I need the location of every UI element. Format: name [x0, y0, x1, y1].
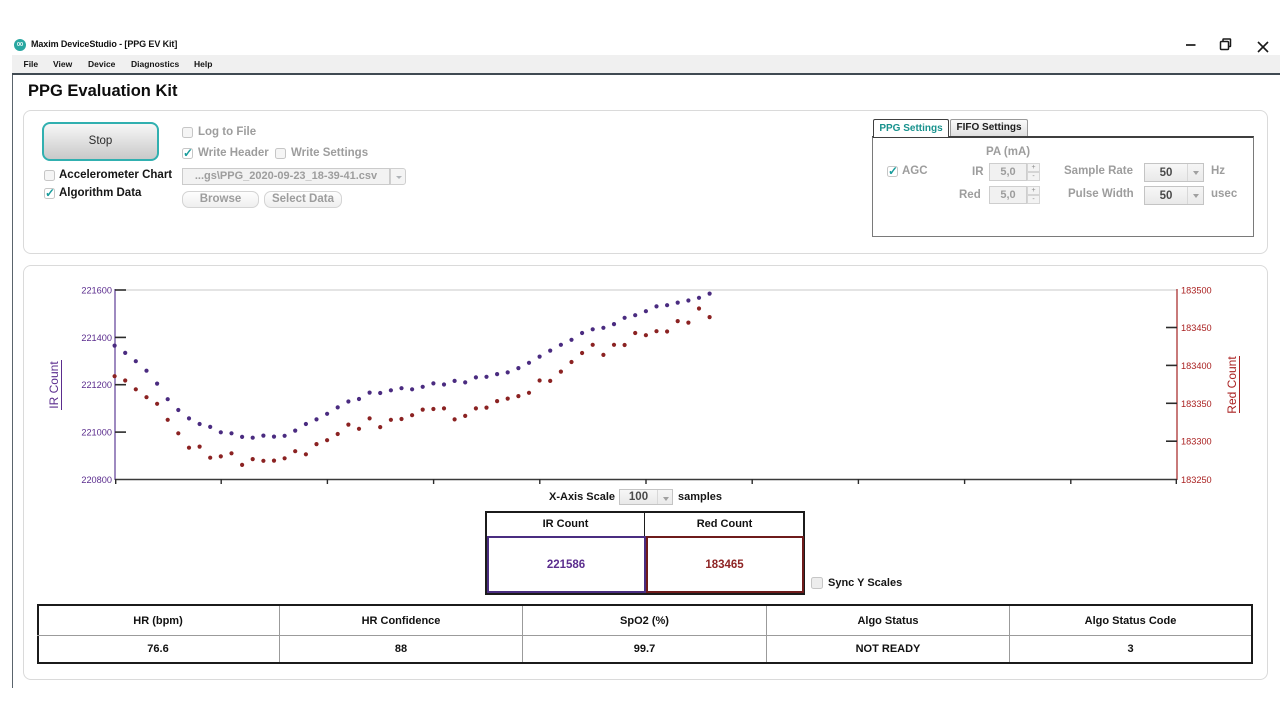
svg-text:221400: 221400	[81, 333, 112, 343]
svg-text:221200: 221200	[81, 380, 112, 390]
svg-text:183350: 183350	[1181, 399, 1212, 409]
svg-text:183250: 183250	[1181, 475, 1212, 485]
svg-text:Red Count: Red Count	[1225, 356, 1239, 414]
svg-text:221000: 221000	[81, 428, 112, 438]
svg-text:221600: 221600	[81, 286, 112, 296]
svg-text:183400: 183400	[1181, 361, 1212, 371]
svg-text:220800: 220800	[81, 475, 112, 485]
svg-text:IR Count: IR Count	[47, 361, 61, 409]
svg-text:183500: 183500	[1181, 286, 1212, 296]
svg-text:183450: 183450	[1181, 323, 1212, 333]
svg-text:183300: 183300	[1181, 437, 1212, 447]
